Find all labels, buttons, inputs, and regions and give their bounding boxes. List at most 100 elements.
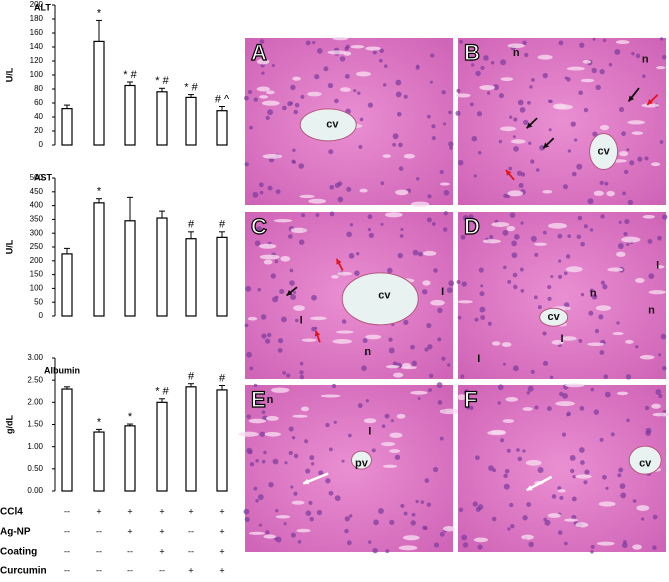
sinusoid [337, 271, 353, 276]
nucleus [441, 356, 446, 361]
nucleus [304, 439, 309, 444]
nucleus [657, 235, 662, 241]
nucleus [557, 486, 562, 491]
sinusoid [307, 91, 322, 97]
nucleus [289, 101, 293, 105]
bar [216, 236, 228, 317]
nucleus [328, 447, 333, 452]
sinusoid [625, 339, 634, 344]
nucleus [455, 110, 461, 116]
nucleus [298, 163, 305, 169]
nucleus [456, 88, 461, 93]
nucleus [602, 284, 608, 290]
nucleus [372, 50, 377, 55]
nucleus [587, 198, 594, 205]
sinusoid [507, 190, 524, 197]
nucleus [448, 110, 452, 115]
table-cell: + [188, 506, 193, 516]
nucleus [473, 174, 477, 178]
nucleus [655, 389, 662, 395]
sinusoid [301, 338, 317, 342]
nucleus [551, 494, 557, 499]
nucleus [511, 240, 517, 247]
nucleus [246, 351, 252, 358]
nucleus [395, 79, 402, 86]
panel-label: I [477, 353, 480, 365]
nucleus [301, 213, 306, 218]
nucleus [584, 469, 590, 475]
nucleus [537, 467, 544, 474]
nucleus [243, 508, 250, 515]
nucleus [403, 319, 409, 325]
nucleus [249, 366, 254, 371]
nucleus [641, 517, 645, 521]
nucleus [480, 284, 484, 288]
nucleus [592, 37, 596, 41]
nucleus [380, 222, 384, 226]
nucleus [368, 540, 372, 544]
sinusoid [557, 489, 566, 493]
table-cell: -- [188, 546, 194, 556]
sinusoid [537, 54, 553, 60]
nucleus [344, 46, 349, 51]
sinusoid [259, 95, 269, 99]
table-cell: -- [188, 526, 194, 536]
significance-label: # ^ [215, 93, 230, 105]
nucleus [257, 494, 264, 501]
vessel [589, 133, 619, 171]
nucleus [315, 213, 320, 217]
significance-label: * [128, 411, 133, 423]
sinusoid [292, 76, 301, 81]
y-tick-label: 40 [34, 112, 43, 121]
bar [93, 431, 105, 492]
sinusoid [247, 316, 258, 321]
sinusoid [308, 198, 327, 204]
nucleus [478, 267, 484, 273]
table-cell: + [159, 526, 164, 536]
nucleus [661, 54, 667, 60]
nucleus [400, 503, 405, 508]
sinusoid [648, 290, 667, 295]
nucleus [618, 107, 625, 113]
nucleus [389, 519, 395, 526]
nucleus [527, 385, 534, 392]
sinusoid [320, 394, 341, 398]
sinusoid [300, 406, 310, 412]
nucleus [513, 284, 518, 290]
nucleus [344, 516, 350, 522]
sinusoid [382, 154, 391, 158]
nucleus [627, 199, 634, 206]
sinusoid [398, 545, 418, 551]
sinusoid [430, 299, 445, 306]
nucleus [260, 47, 265, 52]
nucleus [384, 413, 390, 419]
sinusoid [548, 222, 567, 229]
nucleus [329, 184, 335, 190]
nucleus [261, 333, 267, 339]
significance-label: * # [155, 386, 169, 398]
nucleus [530, 159, 535, 164]
nucleus [323, 66, 329, 72]
sinusoid [639, 354, 655, 360]
sinusoid [365, 46, 381, 51]
nucleus [460, 234, 466, 240]
y-tick-label: 0 [39, 311, 44, 320]
nucleus [325, 478, 331, 484]
nucleus [334, 495, 341, 502]
nucleus [383, 64, 388, 68]
nucleus [456, 280, 461, 284]
nucleus [318, 470, 324, 476]
sinusoid [525, 459, 542, 466]
sinusoid [521, 534, 534, 540]
sinusoid [363, 418, 377, 424]
nucleus [254, 240, 261, 246]
panel-label: n [513, 47, 520, 59]
nucleus [590, 550, 594, 554]
table-cell: + [219, 546, 224, 556]
table-cell: + [219, 506, 224, 516]
nucleus [325, 422, 330, 428]
nucleus [652, 545, 657, 550]
arrow-head [628, 95, 635, 102]
nucleus [642, 74, 646, 79]
nucleus [542, 360, 549, 367]
